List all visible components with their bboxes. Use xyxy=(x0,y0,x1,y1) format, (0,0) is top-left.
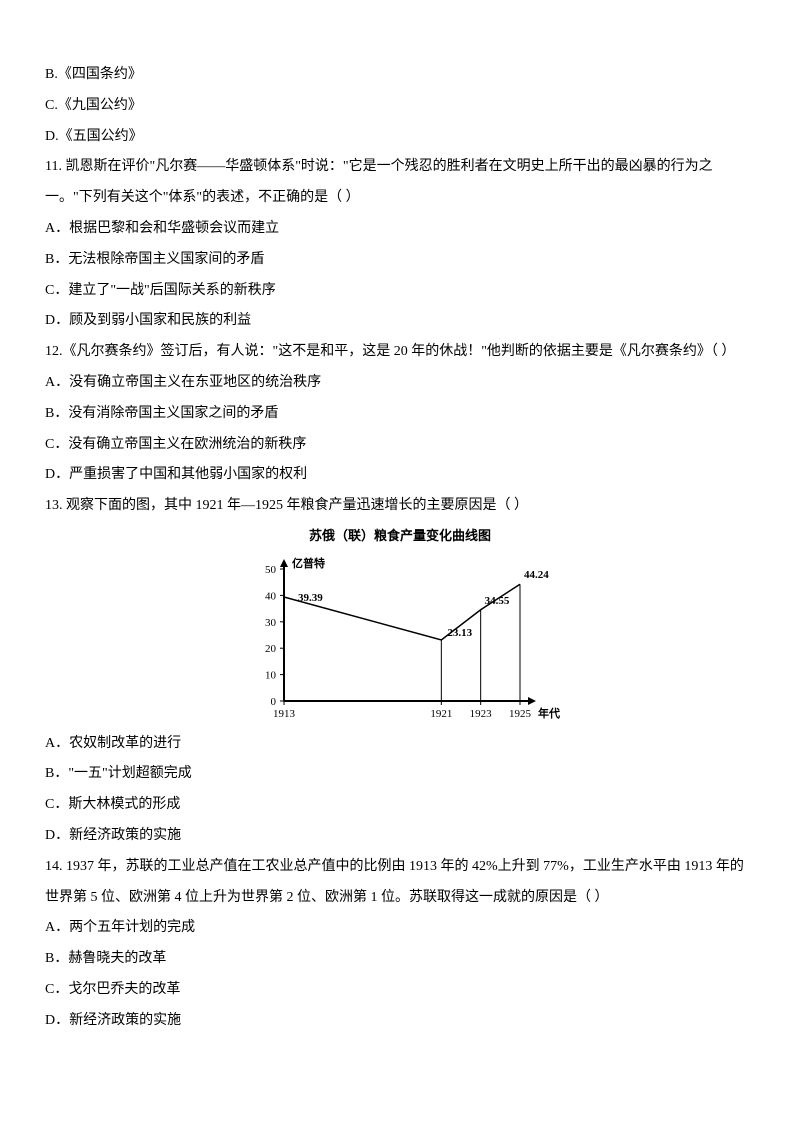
q11-option-a: A．根据巴黎和会和华盛顿会议而建立 xyxy=(45,214,755,245)
chart-title: 苏俄（联）粮食产量变化曲线图 xyxy=(45,522,755,551)
grain-chart: 0 10 20 30 40 50 1913 1921 1923 1925 亿普特年代 39.39 23.… xyxy=(45,555,755,725)
svg-text:1925: 1925 xyxy=(509,708,532,720)
q10-option-c: C.《九国公约》 xyxy=(45,91,755,122)
svg-text:1921: 1921 xyxy=(430,708,452,720)
q11-option-d: D．顾及到弱小国家和民族的利益 xyxy=(45,306,755,337)
q12-stem: 12.《凡尔赛条约》签订后，有人说："这不是和平，这是 20 年的休战！"他判断… xyxy=(45,337,755,368)
svg-text:1913: 1913 xyxy=(273,708,296,720)
svg-text:20: 20 xyxy=(265,643,277,655)
q12-option-d: D．严重损害了中国和其他弱小国家的权利 xyxy=(45,460,755,491)
q10-option-d: D.《五国公约》 xyxy=(45,122,755,153)
q13-option-b: B．"一五"计划超额完成 xyxy=(45,759,755,790)
svg-text:年代: 年代 xyxy=(538,706,560,720)
svg-text:34.55: 34.55 xyxy=(485,594,510,606)
svg-text:30: 30 xyxy=(265,616,277,628)
svg-text:39.39: 39.39 xyxy=(298,592,323,604)
q13-option-a: A．农奴制改革的进行 xyxy=(45,729,755,760)
q14-option-a: A．两个五年计划的完成 xyxy=(45,913,755,944)
q11-option-c: C．建立了"一战"后国际关系的新秩序 xyxy=(45,276,755,307)
q14-option-c: C．戈尔巴乔夫的改革 xyxy=(45,975,755,1006)
q13-option-d: D．新经济政策的实施 xyxy=(45,821,755,852)
q12-option-c: C．没有确立帝国主义在欧洲统治的新秩序 xyxy=(45,430,755,461)
svg-text:0: 0 xyxy=(271,696,277,708)
q14-option-d: D．新经济政策的实施 xyxy=(45,1006,755,1037)
q12-option-b: B．没有消除帝国主义国家之间的矛盾 xyxy=(45,399,755,430)
svg-text:10: 10 xyxy=(265,669,277,681)
q13-stem: 13. 观察下面的图，其中 1921 年—1925 年粮食产量迅速增长的主要原因… xyxy=(45,491,755,522)
q11-stem: 11. 凯恩斯在评价"凡尔赛——华盛顿体系"时说："它是一个残忍的胜利者在文明史… xyxy=(45,152,755,214)
q14-option-b: B．赫鲁晓夫的改革 xyxy=(45,944,755,975)
line-chart-svg: 0 10 20 30 40 50 1913 1921 1923 1925 亿普特年代 39.39 23.… xyxy=(240,555,560,725)
svg-text:44.24: 44.24 xyxy=(524,569,549,581)
q11-option-b: B．无法根除帝国主义国家间的矛盾 xyxy=(45,245,755,276)
q14-stem: 14. 1937 年，苏联的工业总产值在工农业总产值中的比例由 1913 年的 … xyxy=(45,852,755,914)
svg-text:50: 50 xyxy=(265,564,277,576)
q13-option-c: C．斯大林模式的形成 xyxy=(45,790,755,821)
svg-text:40: 40 xyxy=(265,590,277,602)
svg-text:亿普特: 亿普特 xyxy=(292,556,325,570)
svg-text:1923: 1923 xyxy=(470,708,493,720)
q10-option-b: B.《四国条约》 xyxy=(45,60,755,91)
svg-text:23.13: 23.13 xyxy=(447,626,472,638)
q12-option-a: A．没有确立帝国主义在东亚地区的统治秩序 xyxy=(45,368,755,399)
